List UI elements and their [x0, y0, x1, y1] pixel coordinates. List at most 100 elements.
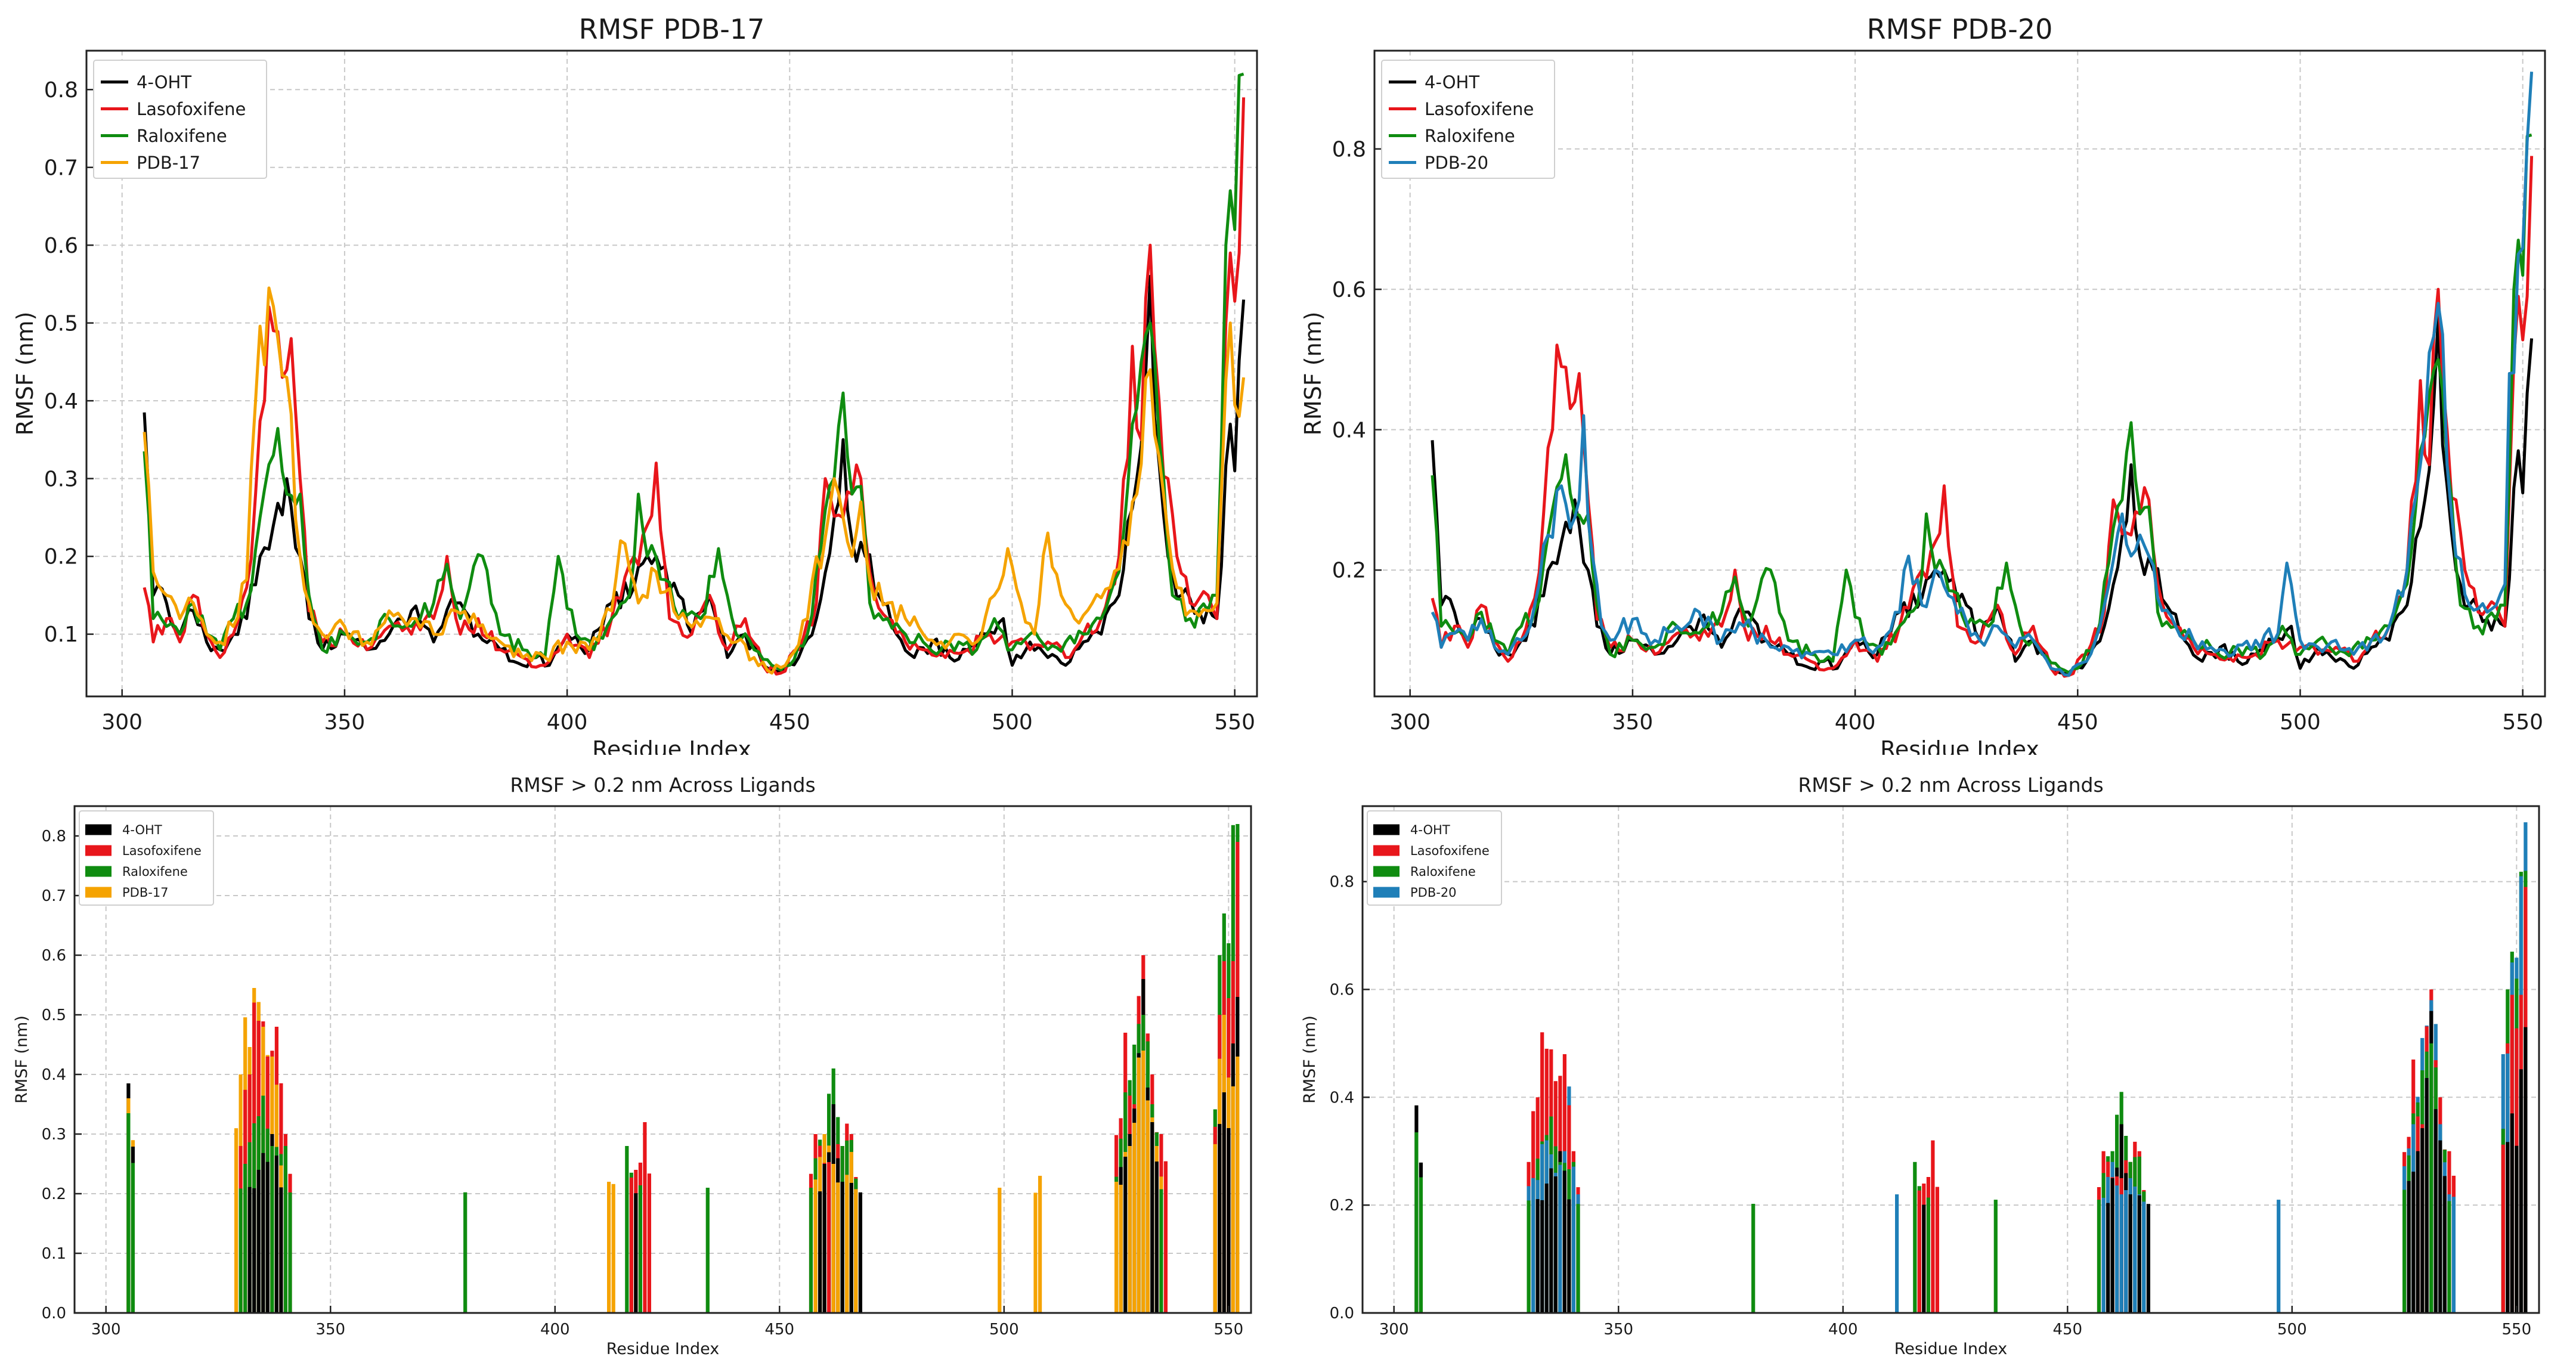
series-line-raloxifene: [143, 72, 1244, 672]
bar: [1137, 1057, 1141, 1313]
legend-box: [79, 810, 214, 906]
legend-label: PDB-20: [1425, 153, 1488, 173]
y-tick-label: 0.5: [44, 311, 78, 336]
bar: [1576, 1204, 1580, 1313]
bar: [2501, 1144, 2505, 1313]
bar: [845, 1175, 849, 1313]
x-tick-label: 550: [2502, 710, 2543, 735]
series-line-lasofoxifene: [1431, 156, 2534, 678]
bar: [827, 1161, 831, 1313]
bar: [247, 1187, 252, 1313]
bar: [1527, 1200, 1531, 1313]
y-tick-label: 0.4: [42, 1066, 66, 1084]
y-tick-label: 0.4: [1330, 1089, 1354, 1107]
bar: [2451, 1197, 2456, 1313]
bar: [2119, 1194, 2123, 1313]
bar: [131, 1163, 135, 1313]
bar: [607, 1182, 611, 1313]
bar: [1558, 1164, 1562, 1313]
bar: [1038, 1176, 1042, 1313]
x-tick-label: 300: [101, 710, 143, 735]
plot-frame: [1361, 805, 2540, 1314]
bar: [2510, 1113, 2514, 1313]
bar: [463, 1192, 467, 1313]
y-tick-label: 0.2: [1330, 1197, 1354, 1215]
bar: [279, 1187, 283, 1313]
bar: [705, 1188, 710, 1313]
y-tick-label: 0.5: [42, 1006, 66, 1024]
bar: [2438, 1140, 2442, 1313]
legend-label: PDB-17: [122, 885, 169, 900]
bar: [1549, 1168, 1553, 1313]
legend-label: PDB-17: [137, 153, 200, 173]
x-axis-label: Residue Index: [1894, 1340, 2008, 1358]
bar: [809, 1188, 813, 1313]
legend-swatch: [85, 824, 112, 835]
x-tick-label: 450: [769, 710, 810, 735]
x-tick-label: 300: [1389, 710, 1431, 735]
bar: [2420, 1128, 2425, 1313]
legend-swatch: [1373, 866, 1400, 877]
bar: [625, 1146, 629, 1313]
legend-label: 4-OHT: [137, 72, 191, 92]
bar: [2128, 1194, 2132, 1313]
bar: [2106, 1203, 2110, 1313]
y-axis-label: RMSF (nm): [1301, 1015, 1319, 1104]
y-tick-label: 0.3: [44, 467, 78, 491]
bar: [638, 1185, 642, 1313]
bar: [1154, 1161, 1159, 1313]
x-tick-label: 500: [2280, 710, 2321, 735]
series-line-raloxifene: [1431, 133, 2532, 674]
bar: [1935, 1187, 1939, 1313]
x-tick-label: 450: [2052, 1321, 2082, 1339]
bar: [2097, 1200, 2101, 1313]
bar: [849, 1182, 853, 1313]
y-tick-label: 0.6: [1332, 278, 1366, 302]
y-tick-label: 0.7: [42, 887, 66, 905]
bar: [1553, 1176, 1558, 1313]
legend-label: Lasofoxifene: [1425, 99, 1534, 119]
bar: [2411, 1172, 2416, 1313]
bar: [1236, 1057, 1240, 1313]
y-tick-label: 0.3: [42, 1126, 66, 1144]
x-tick-label: 400: [547, 710, 588, 735]
bar: [831, 1164, 835, 1313]
bar: [1159, 1189, 1163, 1313]
x-tick-label: 550: [1214, 710, 1255, 735]
x-axis-label: Residue Index: [606, 1340, 720, 1358]
bar: [836, 1182, 840, 1313]
y-tick-label: 0.6: [44, 234, 78, 258]
legend-swatch: [1373, 824, 1400, 835]
bar: [1567, 1199, 1571, 1313]
bar: [1922, 1204, 1926, 1313]
bar: [1913, 1161, 1917, 1313]
bar: [2433, 1109, 2438, 1313]
bar: [822, 1164, 826, 1313]
bar: [252, 1188, 256, 1313]
y-axis-label: RMSF (nm): [13, 1015, 31, 1104]
y-tick-label: 0.4: [44, 389, 78, 414]
x-tick-label: 350: [324, 710, 366, 735]
plot-frame: [73, 805, 1252, 1314]
bar: [2110, 1178, 2114, 1313]
bar: [1931, 1140, 1935, 1313]
x-tick-label: 400: [1828, 1321, 1858, 1339]
legend-swatch: [85, 887, 112, 898]
x-tick-label: 450: [2057, 710, 2098, 735]
bar: [634, 1193, 638, 1313]
bar: [274, 1156, 278, 1313]
bar: [1531, 1178, 1535, 1313]
bar: [643, 1122, 647, 1313]
y-tick-label: 0.4: [1332, 418, 1366, 442]
legend-box: [93, 60, 267, 179]
y-tick-label: 0.2: [1332, 559, 1366, 583]
chart-title: RMSF > 0.2 nm Across Ligands: [1798, 773, 2103, 797]
legend-label: Lasofoxifene: [1410, 844, 1490, 858]
bar: [2416, 1151, 2420, 1313]
legend-swatch: [85, 866, 112, 877]
y-tick-label: 0.6: [42, 947, 66, 965]
bar: [2142, 1201, 2146, 1313]
x-tick-label: 350: [315, 1321, 345, 1339]
x-tick-label: 450: [764, 1321, 794, 1339]
bar: [1141, 1051, 1145, 1313]
